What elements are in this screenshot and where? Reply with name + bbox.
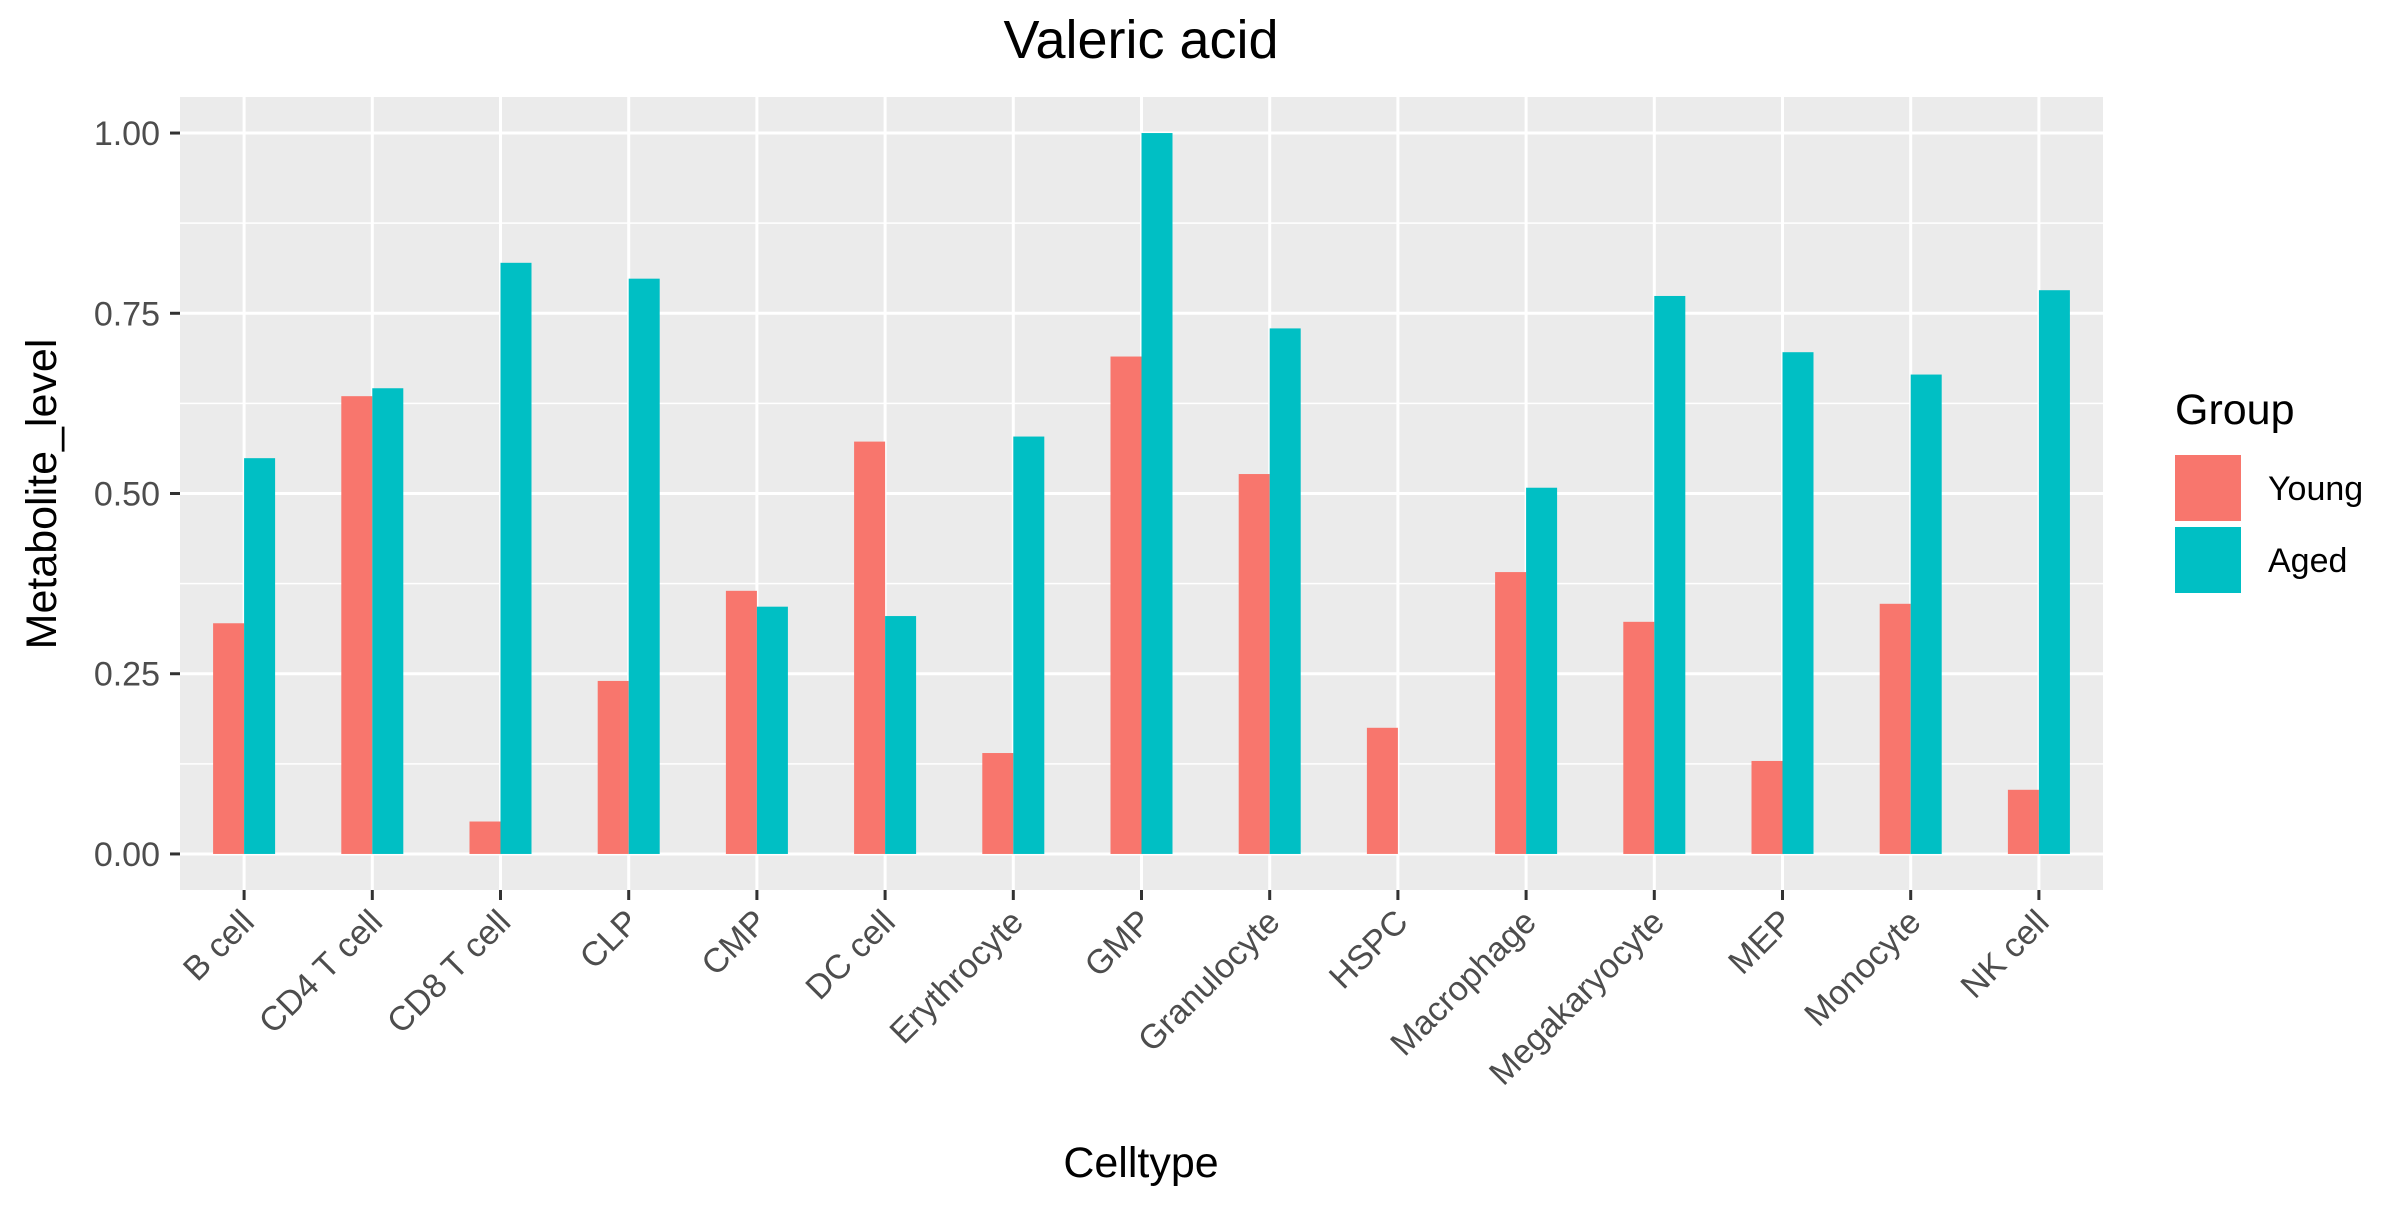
y-tick-label: 1.00 bbox=[94, 115, 160, 153]
bar-young bbox=[1623, 621, 1655, 854]
x-tick-label: HSPC bbox=[1322, 903, 1416, 997]
bar-young bbox=[597, 680, 629, 854]
bar-aged bbox=[2038, 290, 2070, 854]
x-tick-label: CD8 T cell bbox=[380, 903, 518, 1041]
legend-items: Young Aged bbox=[2175, 455, 2363, 593]
y-tick-label: 0.75 bbox=[94, 295, 160, 333]
bar-young bbox=[213, 623, 245, 854]
bar-young bbox=[1751, 760, 1783, 854]
legend-label-aged: Aged bbox=[2268, 542, 2347, 580]
bar-aged bbox=[1910, 374, 1942, 854]
legend-title: Group bbox=[2175, 386, 2295, 434]
bar-young bbox=[1238, 474, 1270, 854]
bar-young bbox=[2007, 789, 2039, 854]
bars bbox=[213, 133, 2070, 854]
bar-aged bbox=[1141, 133, 1173, 854]
bar-young bbox=[469, 821, 501, 854]
bar-young bbox=[1366, 727, 1398, 854]
bar-young bbox=[341, 396, 373, 854]
bar-young bbox=[1110, 356, 1142, 854]
legend-key-aged bbox=[2175, 527, 2241, 593]
bar-aged bbox=[885, 616, 917, 854]
bar-young bbox=[1879, 603, 1911, 854]
x-tick-label: CMP bbox=[694, 903, 774, 983]
y-tick-label: 0.00 bbox=[94, 836, 160, 874]
bar-young bbox=[725, 590, 757, 854]
bar-aged bbox=[244, 458, 276, 854]
x-axis-label: Celltype bbox=[1063, 1139, 1218, 1187]
x-tick-label: Monocyte bbox=[1797, 903, 1928, 1034]
x-tick-label: CLP bbox=[573, 903, 647, 977]
bar-aged bbox=[756, 606, 788, 854]
bar-young bbox=[1495, 572, 1527, 854]
bar-aged bbox=[500, 262, 532, 854]
bar-aged bbox=[628, 278, 660, 854]
legend-label-young: Young bbox=[2268, 470, 2363, 508]
x-tick-label: MEP bbox=[1721, 903, 1800, 982]
x-tick-label: DC cell bbox=[798, 903, 902, 1007]
bar-young bbox=[982, 753, 1014, 854]
x-tick-label: GMP bbox=[1078, 903, 1160, 985]
x-tick-label: NK cell bbox=[1954, 903, 2057, 1006]
x-tick-label: Erythrocyte bbox=[882, 903, 1030, 1051]
bar-aged bbox=[1013, 436, 1045, 854]
bar-aged bbox=[1782, 352, 1814, 854]
bar-aged bbox=[372, 388, 404, 854]
legend: Group Young Aged bbox=[2175, 386, 2363, 593]
bar-young bbox=[854, 441, 886, 854]
bar-aged bbox=[1269, 328, 1301, 854]
x-tick-label: CD4 T cell bbox=[252, 903, 390, 1041]
x-tick-label: B cell bbox=[176, 903, 262, 989]
y-tick-label: 0.50 bbox=[94, 476, 160, 514]
y-tick-label: 0.25 bbox=[94, 656, 160, 694]
chart-title: Valeric acid bbox=[1003, 10, 1278, 70]
bar-aged bbox=[1526, 487, 1558, 854]
y-axis-label: Metabolite_level bbox=[18, 339, 66, 650]
legend-key-young bbox=[2175, 455, 2241, 521]
bar-aged bbox=[1654, 295, 1686, 854]
